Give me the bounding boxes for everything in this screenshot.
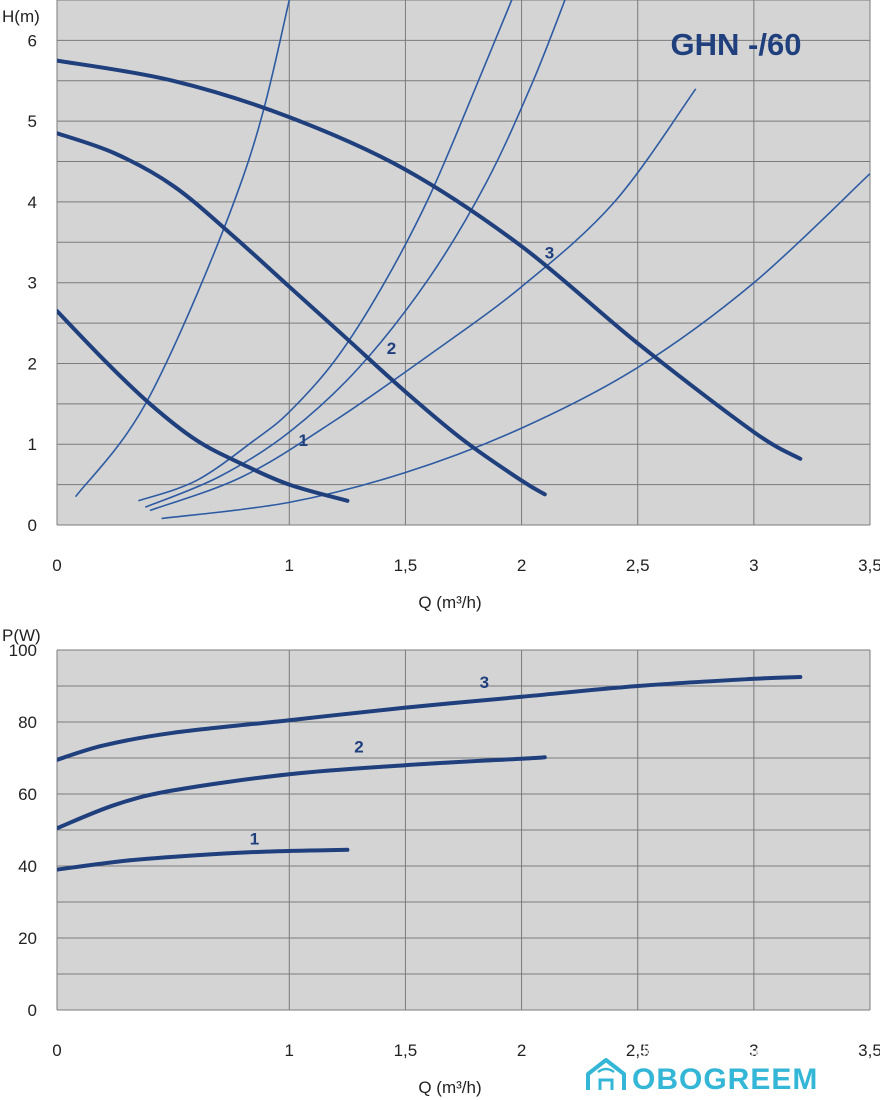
head-x-tick-labels: 0 1 1,5 2 2,5 3 3,5 — [52, 556, 880, 575]
y-tick-label: 5 — [28, 112, 37, 131]
power-curve-labels: 1 2 3 — [250, 673, 489, 849]
series-line-2 — [57, 755, 547, 831]
house-icon — [586, 1058, 626, 1090]
head-curves — [57, 58, 803, 503]
brand-name: OBOGREEM — [632, 1063, 818, 1096]
y-tick-label: 100 — [9, 641, 37, 660]
curve-label-1: 1 — [250, 829, 259, 848]
x-tick-label: 3,5 — [858, 1041, 880, 1060]
curve-label-3: 3 — [480, 673, 489, 692]
curve-label-2: 2 — [387, 339, 396, 358]
series-line-1 — [57, 309, 350, 503]
head-y-tick-labels: 0 1 2 3 4 5 6 — [28, 31, 37, 535]
y-tick-label: 3 — [28, 274, 37, 293]
power-grid — [56, 649, 871, 1011]
power-curves — [57, 675, 803, 872]
x-tick-label: 2,5 — [626, 556, 650, 575]
series-line-1 — [57, 847, 350, 872]
x-tick-label: 3 — [749, 556, 758, 575]
y-tick-label: 4 — [28, 193, 37, 212]
x-tick-label: 2 — [517, 1041, 526, 1060]
y-tick-label: 20 — [18, 929, 37, 948]
y-tick-label: 0 — [28, 1001, 37, 1020]
head-grid — [56, 0, 871, 526]
power-x-axis-title: Q (m³/h) — [418, 1078, 481, 1097]
curve-label-3: 3 — [545, 243, 554, 262]
x-tick-label: 0 — [52, 1041, 61, 1060]
y-tick-label: 40 — [18, 857, 37, 876]
series-line-3 — [57, 675, 803, 762]
series-line-2 — [57, 131, 547, 497]
y-tick-label: 60 — [18, 785, 37, 804]
head-y-axis-title: H(m) — [2, 7, 40, 26]
power-x-tick-labels: 0 1 1,5 2 2,5 3 3,5 — [52, 1041, 880, 1060]
system-curve-line — [144, 0, 566, 508]
system-curve-line — [161, 173, 870, 520]
x-tick-label: 1,5 — [394, 556, 418, 575]
brand-logo: OBOGREEM — [586, 1058, 818, 1096]
curve-label-2: 2 — [354, 738, 363, 757]
power-y-axis-title: P(W) — [2, 626, 41, 645]
curve-label-1: 1 — [298, 431, 307, 450]
x-tick-label: 1 — [285, 1041, 294, 1060]
y-tick-label: 1 — [28, 435, 37, 454]
x-tick-label: 3,5 — [858, 556, 880, 575]
x-tick-label: 1,5 — [394, 1041, 418, 1060]
x-tick-label: 2,5 — [626, 1041, 650, 1060]
series-line-3 — [57, 58, 803, 461]
y-tick-label: 80 — [18, 713, 37, 732]
y-tick-label: 2 — [28, 354, 37, 373]
y-tick-label: 0 — [28, 516, 37, 535]
x-tick-label: 3 — [749, 1041, 758, 1060]
head-x-axis-title: Q (m³/h) — [418, 593, 481, 612]
chart-title: GHN -/60 — [671, 27, 802, 62]
watermark-text: katalog.onliner.by — [642, 1041, 798, 1063]
x-tick-label: 2 — [517, 556, 526, 575]
system-curve-line — [149, 88, 697, 512]
head-plot-area — [57, 0, 870, 525]
y-tick-label: 6 — [28, 31, 37, 50]
head-curve-labels: 1 2 3 — [298, 243, 554, 449]
power-y-tick-labels: 0 20 40 60 80 100 — [9, 641, 37, 1020]
power-flow-chart: 1 2 3 0 1 1,5 2 2,5 3 3,5 0 20 40 60 80 100 P(W) Q (m… — [2, 626, 880, 1097]
x-tick-label: 0 — [52, 556, 61, 575]
x-tick-label: 1 — [285, 556, 294, 575]
